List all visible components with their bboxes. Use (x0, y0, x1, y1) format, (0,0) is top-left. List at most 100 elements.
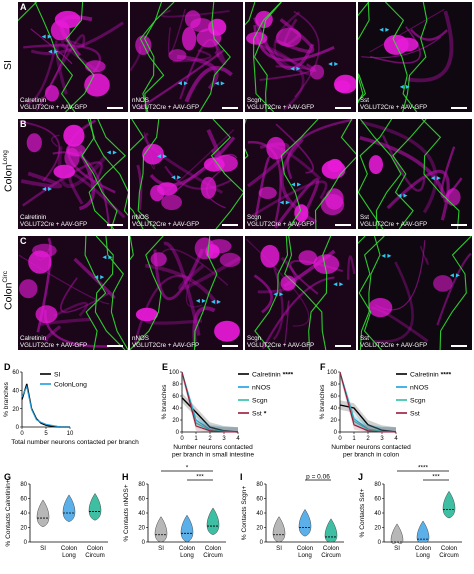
fiber (52, 151, 111, 228)
axon (253, 2, 282, 112)
x-axis-label: Total number neurons contacted per branc… (11, 439, 139, 446)
arrowhead (339, 282, 344, 287)
axon (254, 236, 289, 350)
neuron-soma (65, 143, 86, 157)
x-tick-label: SI (40, 545, 46, 552)
micrograph-caption: Scgn VGLUT2Cre + AAV-GFP (247, 214, 314, 228)
fiber (22, 161, 103, 207)
axon (210, 119, 243, 229)
arrowhead (183, 81, 188, 86)
arrowhead (387, 253, 392, 258)
y-axis-label: % Contacts Scgn+ (241, 486, 248, 541)
micrograph-A-scgn: Scgn VGLUT2Cre + AAV-GFP (245, 2, 356, 112)
neuron-soma (168, 49, 187, 62)
axon (308, 236, 332, 350)
arrowhead (397, 193, 402, 198)
violin-shape (206, 507, 220, 536)
arrowhead (297, 182, 302, 187)
neuron-soma (182, 27, 197, 51)
arrowhead (100, 275, 105, 280)
row-label-colon-circ: ColonCirc (2, 271, 15, 310)
x-tick-label: Colon (61, 545, 78, 552)
fiber (161, 9, 230, 18)
y-axis-label: % Contacts Sst+ (359, 488, 366, 537)
fiber (275, 123, 314, 174)
x-tick-label: Colon (441, 545, 458, 552)
micrograph-A-calretinin: A Calretinin VGLUT2Cre + AAV-GFP (18, 2, 128, 112)
axon (18, 2, 37, 22)
axon (392, 119, 427, 229)
marker-label: nNOS (132, 214, 149, 221)
y-tick-label: 40 (172, 406, 179, 412)
panel-letter: J (358, 472, 363, 482)
axon (245, 2, 256, 26)
violin-shape (154, 516, 168, 543)
arrowhead (162, 154, 167, 159)
axon (137, 119, 160, 229)
marker-label: nNOS (132, 97, 149, 104)
neuron-soma (184, 10, 201, 29)
arrowhead (449, 273, 454, 278)
arrowhead (291, 182, 296, 187)
marker-label: Sst (360, 97, 369, 104)
violin-shape (180, 514, 194, 543)
panel-letter: C (20, 236, 27, 246)
fiber (250, 180, 328, 218)
y-tick-label: 40 (374, 511, 381, 517)
fiber (369, 8, 445, 53)
micrograph-B-scgn: Scgn VGLUT2Cre + AAV-GFP (245, 119, 356, 229)
y-axis-label: % Contacts Calretinin+ (5, 479, 12, 546)
neuron-soma (19, 279, 38, 299)
x-axis-label: per branch in colon (343, 452, 399, 459)
fiber (57, 146, 108, 189)
y-tick-label: 40 (20, 511, 27, 517)
violin-shape (390, 523, 404, 544)
neuron-soma (142, 143, 164, 165)
arrowhead (177, 81, 182, 86)
marker-label: Scgn (247, 97, 262, 104)
arrowhead (102, 255, 107, 260)
y-tick-label: 40 (330, 406, 337, 412)
scale-bar (335, 224, 351, 226)
micrograph-B-nnos: nNOS VGLUT2Cre + AAV-GFP (130, 119, 243, 229)
fiber (359, 136, 448, 203)
micrograph-image (245, 119, 356, 229)
scale-bar (222, 107, 238, 109)
micrograph-C-scgn: Scgn VGLUT2Cre + AAV-GFP (245, 236, 356, 350)
violin-shape (324, 518, 338, 543)
y-tick-label: 20 (20, 526, 27, 532)
fiber (253, 274, 273, 314)
neuron-soma (368, 155, 383, 175)
arrowhead (214, 81, 219, 86)
x-axis-label: Number neurons contacted (173, 444, 253, 451)
y-tick-label: 0 (176, 430, 180, 436)
neuron-soma (53, 164, 76, 179)
fiber (436, 252, 472, 326)
marker-label: Calretinin (20, 335, 47, 342)
y-tick-label: 60 (172, 394, 179, 400)
neuron-soma (85, 60, 106, 73)
legend-label: nNOS (252, 384, 271, 391)
fiber (132, 274, 189, 349)
row-label-text: SI (2, 60, 14, 70)
arrowhead (455, 273, 460, 278)
neuron-soma (84, 73, 110, 97)
axon (358, 2, 370, 102)
panel-letter: F (320, 362, 326, 372)
fiber (19, 120, 61, 182)
x-tick-label: Long (298, 552, 312, 559)
axon (34, 2, 76, 112)
neuron-soma (54, 10, 81, 29)
y-tick-label: 0 (334, 430, 338, 436)
fiber (255, 156, 272, 216)
scale-bar (451, 345, 467, 347)
panel-letter: B (20, 119, 27, 129)
arrowhead (399, 84, 404, 89)
violin-shape (36, 499, 50, 528)
legend-label: Sst * (252, 410, 267, 417)
y-tick-label: 80 (20, 482, 27, 488)
arrowhead (94, 275, 99, 280)
fiber (185, 248, 206, 308)
